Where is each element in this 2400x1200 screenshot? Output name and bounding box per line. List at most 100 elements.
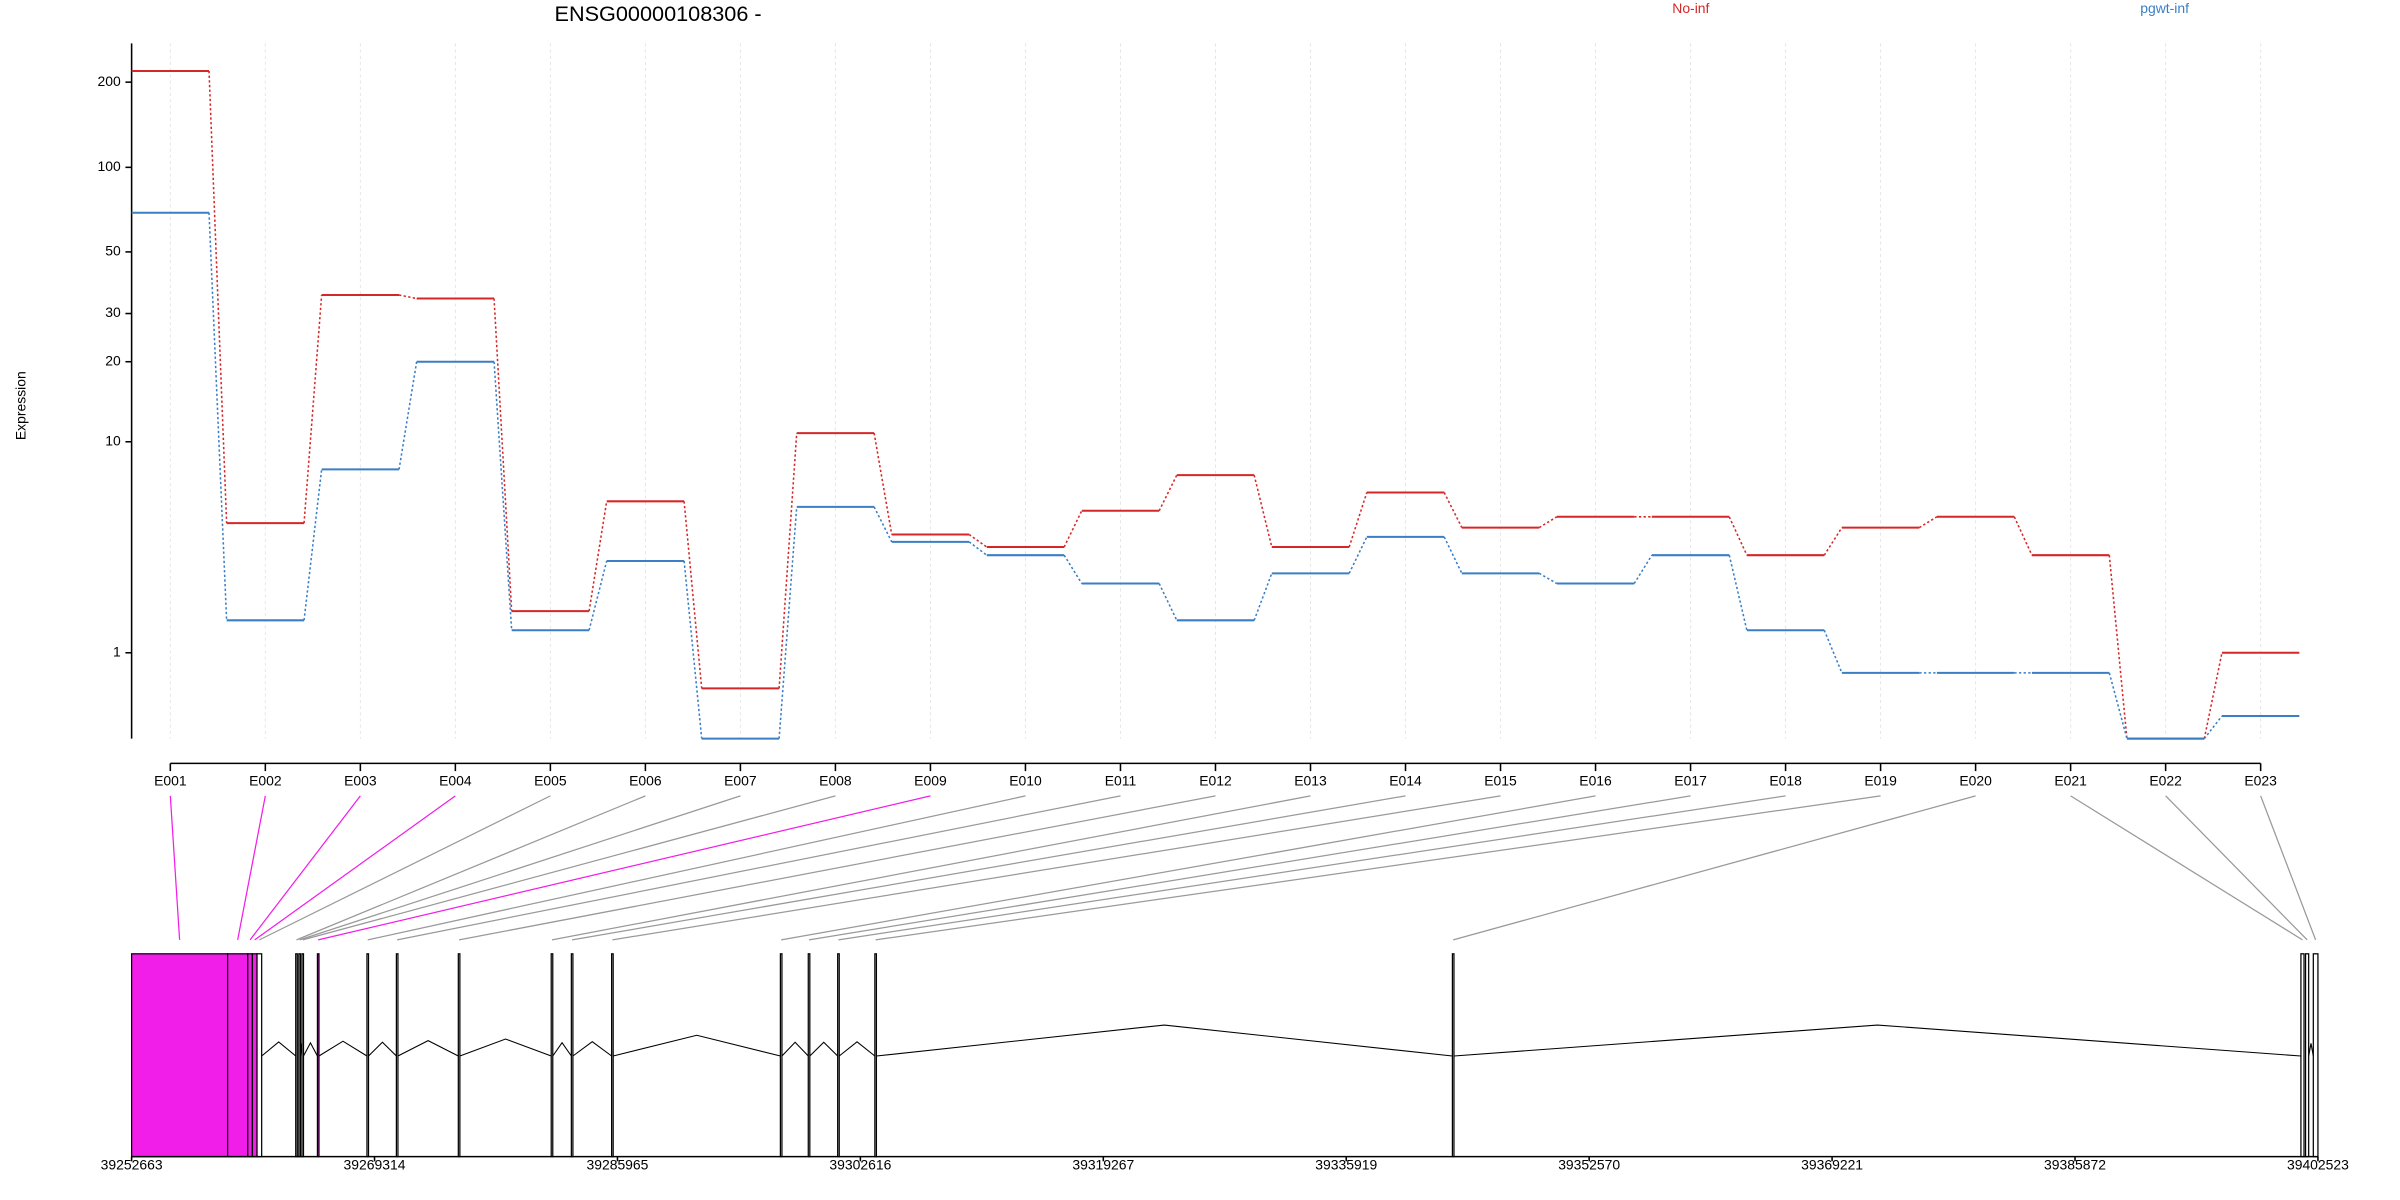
x-tick-label: E009 xyxy=(914,773,947,789)
exon-link xyxy=(237,795,266,940)
connector xyxy=(398,294,417,300)
intron xyxy=(876,1024,1453,1057)
exon-link xyxy=(2260,795,2317,941)
exon xyxy=(779,953,783,1158)
connector xyxy=(1158,474,1178,512)
legend-label: No-inf xyxy=(1672,0,1709,16)
connector xyxy=(968,541,988,556)
exon-link xyxy=(318,795,931,941)
x-tick-label: E004 xyxy=(439,773,472,789)
exon xyxy=(457,953,461,1158)
exon xyxy=(2304,953,2310,1158)
connector xyxy=(493,361,513,631)
exon-link xyxy=(249,795,361,941)
connector xyxy=(303,469,323,621)
connector xyxy=(1918,516,1938,529)
x-tick-label: E022 xyxy=(2149,773,2182,789)
connector xyxy=(398,361,418,470)
exon xyxy=(611,953,614,1158)
exon-link xyxy=(2070,795,2303,941)
connector xyxy=(778,506,798,739)
connector xyxy=(873,506,893,543)
exon xyxy=(295,953,298,1158)
connector xyxy=(1063,510,1083,548)
intron xyxy=(552,1041,572,1057)
x-tick-label: 39402523 xyxy=(2287,1157,2349,1173)
y-tick-label: 100 xyxy=(98,158,121,174)
exon xyxy=(256,953,263,1158)
connector xyxy=(1253,573,1273,621)
exon xyxy=(395,953,399,1158)
exon xyxy=(2312,953,2319,1158)
y-tick-label: 10 xyxy=(105,432,121,448)
x-tick-label: E003 xyxy=(344,773,377,789)
x-tick-label: 39335919 xyxy=(1315,1157,1377,1173)
y-tick-label: 200 xyxy=(98,73,121,89)
exon xyxy=(1451,953,1455,1158)
intron xyxy=(809,1041,839,1057)
intron xyxy=(368,1041,397,1057)
exon-link xyxy=(572,795,1406,941)
y-tick-label: 50 xyxy=(105,243,121,259)
x-tick-label: E014 xyxy=(1389,773,1422,789)
x-tick-label: 39352570 xyxy=(1558,1157,1620,1173)
connector xyxy=(2013,516,2033,556)
x-tick-label: 39369221 xyxy=(1801,1157,1863,1173)
connector xyxy=(778,433,798,689)
connector xyxy=(1538,516,1558,529)
intron xyxy=(838,1041,876,1057)
exon-link xyxy=(1453,795,1976,941)
connector xyxy=(968,533,988,548)
exon xyxy=(316,953,320,1158)
exon-link xyxy=(296,795,646,941)
intron xyxy=(613,1034,781,1057)
x-tick-label: 39285965 xyxy=(586,1157,648,1173)
x-tick-label: E021 xyxy=(2054,773,2087,789)
exon-link xyxy=(875,795,1881,941)
connector xyxy=(1348,536,1368,574)
x-tick-label: E019 xyxy=(1864,773,1897,789)
y-axis-label: Expression xyxy=(12,371,28,440)
intron xyxy=(1453,1024,2301,1057)
connector xyxy=(1443,492,1463,528)
connector xyxy=(1158,583,1178,621)
x-tick-label: 39269314 xyxy=(344,1157,406,1173)
exon xyxy=(247,953,254,1158)
exon-link xyxy=(259,795,551,941)
exon-link xyxy=(299,795,741,941)
exon xyxy=(366,953,370,1158)
exon xyxy=(807,953,811,1158)
x-tick-label: E018 xyxy=(1769,773,1802,789)
connector xyxy=(1443,536,1463,574)
x-tick-label: E007 xyxy=(724,773,757,789)
exon-link xyxy=(397,795,1121,941)
x-tick-label: E012 xyxy=(1199,773,1232,789)
connector xyxy=(2108,672,2128,739)
exon xyxy=(251,953,258,1158)
exon-link xyxy=(781,795,1596,941)
connector xyxy=(303,294,323,524)
exon xyxy=(298,953,301,1158)
y-tick-label: 1 xyxy=(113,643,121,659)
connector xyxy=(1728,516,1748,556)
exon-link xyxy=(458,795,1216,941)
intron xyxy=(303,1041,318,1057)
intron xyxy=(261,1041,297,1057)
y-tick-label: 20 xyxy=(105,352,121,368)
connector xyxy=(493,298,513,612)
x-tick-label: E005 xyxy=(534,773,567,789)
intron xyxy=(572,1041,612,1057)
connector xyxy=(1633,554,1653,584)
x-tick-label: 39385872 xyxy=(2044,1157,2106,1173)
x-tick-label: E015 xyxy=(1484,773,1517,789)
exon-link xyxy=(808,795,1691,941)
connector xyxy=(588,501,608,612)
connector xyxy=(683,501,703,689)
connector xyxy=(1823,629,1843,674)
x-tick-label: E002 xyxy=(249,773,282,789)
exon-link xyxy=(2165,795,2308,941)
chart-title: ENSG00000108306 - xyxy=(555,1,762,26)
connector xyxy=(208,70,228,524)
x-tick-label: E001 xyxy=(154,773,187,789)
